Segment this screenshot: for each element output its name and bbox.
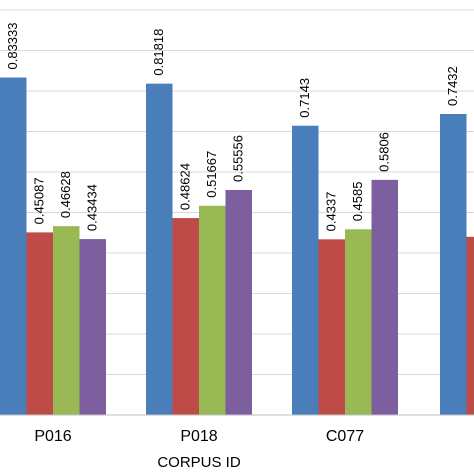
bar (146, 83, 173, 416)
x-tick-label: P016 (34, 428, 71, 445)
x-tick-label: C077 (326, 428, 364, 445)
bar (26, 232, 53, 415)
bar (199, 205, 226, 415)
data-label: 0.4337 (324, 192, 339, 232)
data-label: 0.43434 (85, 184, 100, 231)
data-label: 0.81818 (151, 29, 166, 76)
data-label: 0.55556 (231, 135, 246, 182)
x-axis-title: CORPUS ID (157, 454, 241, 471)
data-label: 0.7432 (445, 66, 460, 106)
data-label: 0.48624 (178, 163, 193, 210)
bar (0, 77, 27, 416)
data-label: 0.83333 (5, 23, 20, 70)
data-label: 0.45087 (32, 177, 47, 224)
bar (345, 229, 372, 415)
bar (292, 125, 319, 415)
data-labels: 0.83333 0.45087 0.46628 0.43434 0.81818 0.486… (5, 23, 460, 232)
data-label: 0.5806 (377, 132, 392, 172)
bar (79, 239, 106, 415)
bars (0, 77, 474, 416)
bar (466, 236, 474, 415)
bar (225, 189, 252, 415)
bar (53, 226, 80, 415)
bar (371, 179, 398, 415)
x-tick-label: P018 (180, 428, 217, 445)
data-label: 0.7143 (297, 78, 312, 118)
data-label: 0.51667 (204, 151, 219, 198)
bar (318, 239, 345, 415)
data-label: 0.4585 (350, 182, 365, 222)
bar (440, 114, 467, 415)
data-label: 0.46628 (58, 171, 73, 218)
bar (172, 218, 199, 415)
